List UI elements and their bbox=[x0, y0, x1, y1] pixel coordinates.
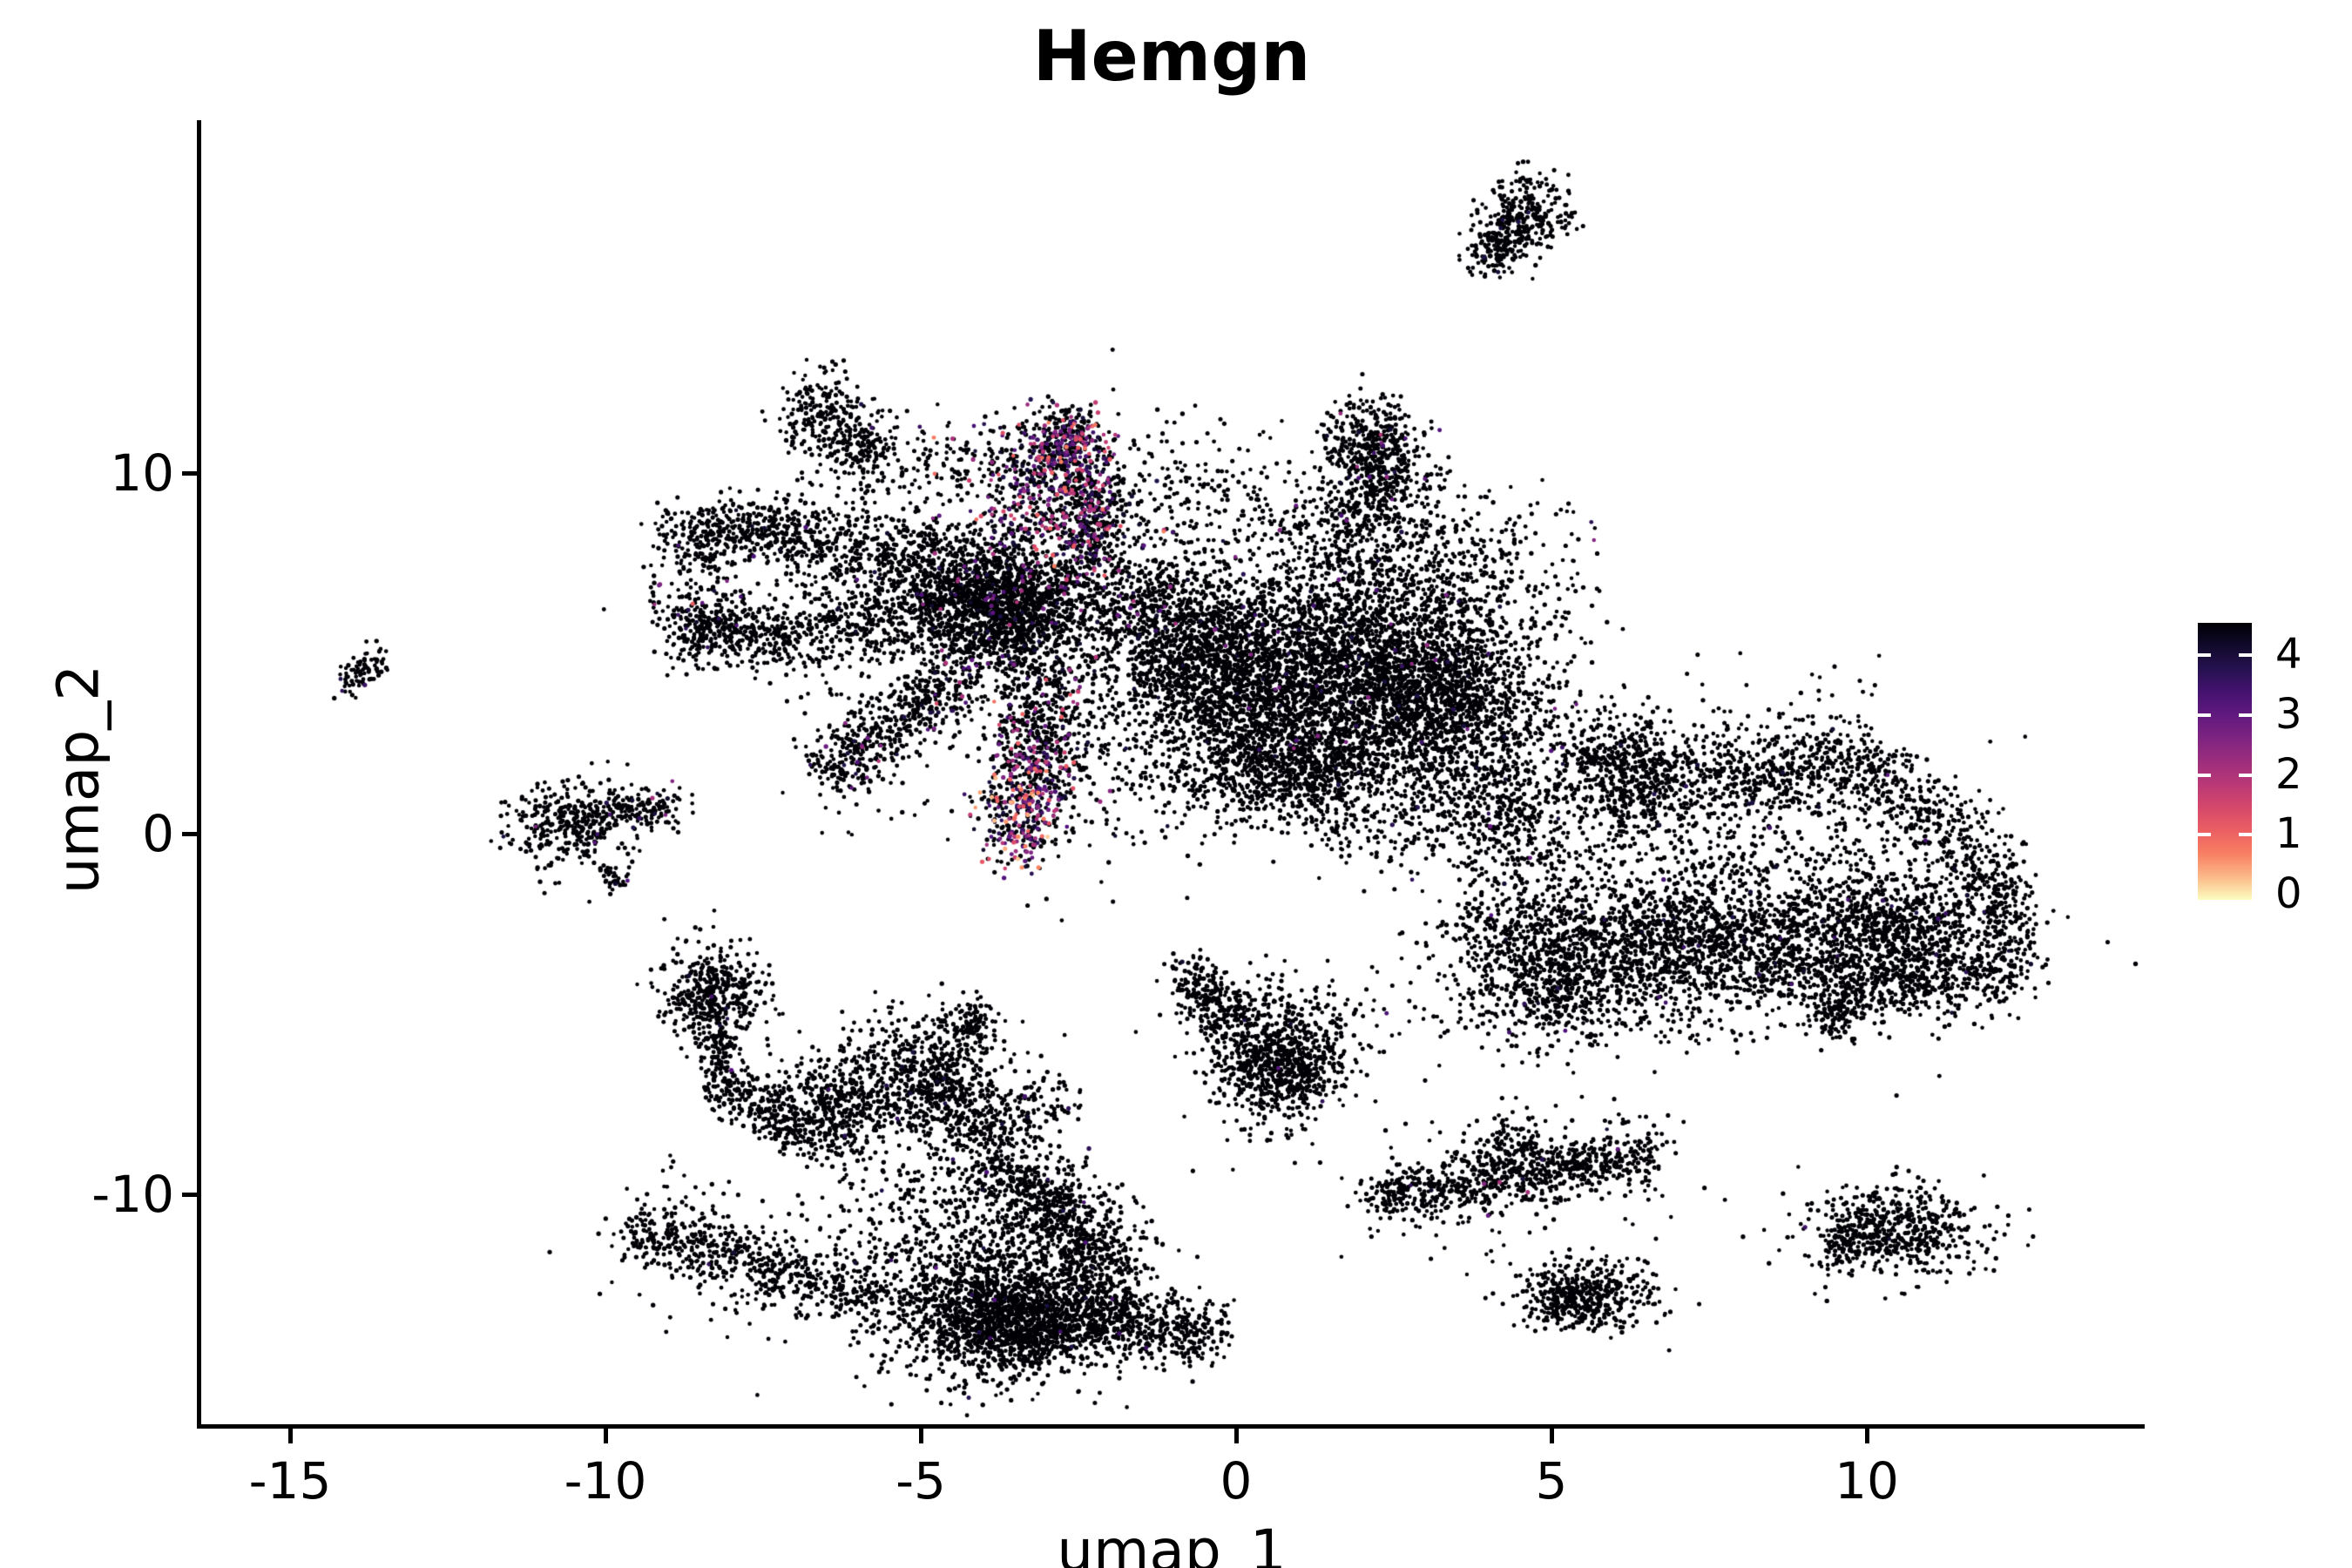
x-tick-label: -15 bbox=[248, 1451, 332, 1511]
colorbar-tick-label: 0 bbox=[2275, 868, 2302, 918]
colorbar-tick-notch bbox=[2239, 773, 2252, 777]
x-tick-label: -10 bbox=[564, 1451, 647, 1511]
colorbar-tick-notch bbox=[2198, 653, 2211, 657]
colorbar-tick-label: 4 bbox=[2275, 629, 2302, 679]
x-tick-mark bbox=[1550, 1429, 1554, 1443]
colorbar-tick-notch bbox=[2239, 653, 2252, 657]
y-axis-label: umap_2 bbox=[44, 664, 112, 895]
y-tick-label: -10 bbox=[91, 1165, 174, 1224]
x-tick-mark bbox=[1865, 1429, 1869, 1443]
colorbar-tick-notch bbox=[2239, 713, 2252, 717]
y-tick-mark bbox=[182, 471, 197, 476]
x-tick-label: -5 bbox=[896, 1451, 946, 1511]
plot-title: Hemgn bbox=[1032, 16, 1311, 97]
x-tick-mark bbox=[604, 1429, 608, 1443]
y-tick-mark bbox=[182, 832, 197, 836]
colorbar-tick-notch bbox=[2198, 713, 2211, 717]
x-axis-label: umap_1 bbox=[1057, 1517, 1287, 1568]
colorbar-tick-notch bbox=[2198, 833, 2211, 837]
x-tick-mark bbox=[288, 1429, 293, 1443]
x-tick-label: 5 bbox=[1535, 1451, 1568, 1511]
y-tick-label: 0 bbox=[142, 804, 174, 863]
y-axis-line bbox=[197, 120, 201, 1428]
y-tick-mark bbox=[182, 1193, 197, 1197]
x-tick-label: 10 bbox=[1835, 1451, 1899, 1511]
x-tick-label: 0 bbox=[1220, 1451, 1253, 1511]
colorbar-tick-notch bbox=[2239, 833, 2252, 837]
x-tick-mark bbox=[919, 1429, 923, 1443]
expression-colorbar bbox=[2198, 623, 2252, 900]
colorbar-tick-label: 3 bbox=[2275, 689, 2302, 739]
colorbar-tick-notch bbox=[2198, 773, 2211, 777]
x-tick-mark bbox=[1234, 1429, 1239, 1443]
colorbar-tick-label: 2 bbox=[2275, 749, 2302, 799]
colorbar-tick-label: 1 bbox=[2275, 809, 2302, 859]
x-axis-line bbox=[197, 1424, 2145, 1429]
y-tick-label: 10 bbox=[110, 443, 174, 503]
